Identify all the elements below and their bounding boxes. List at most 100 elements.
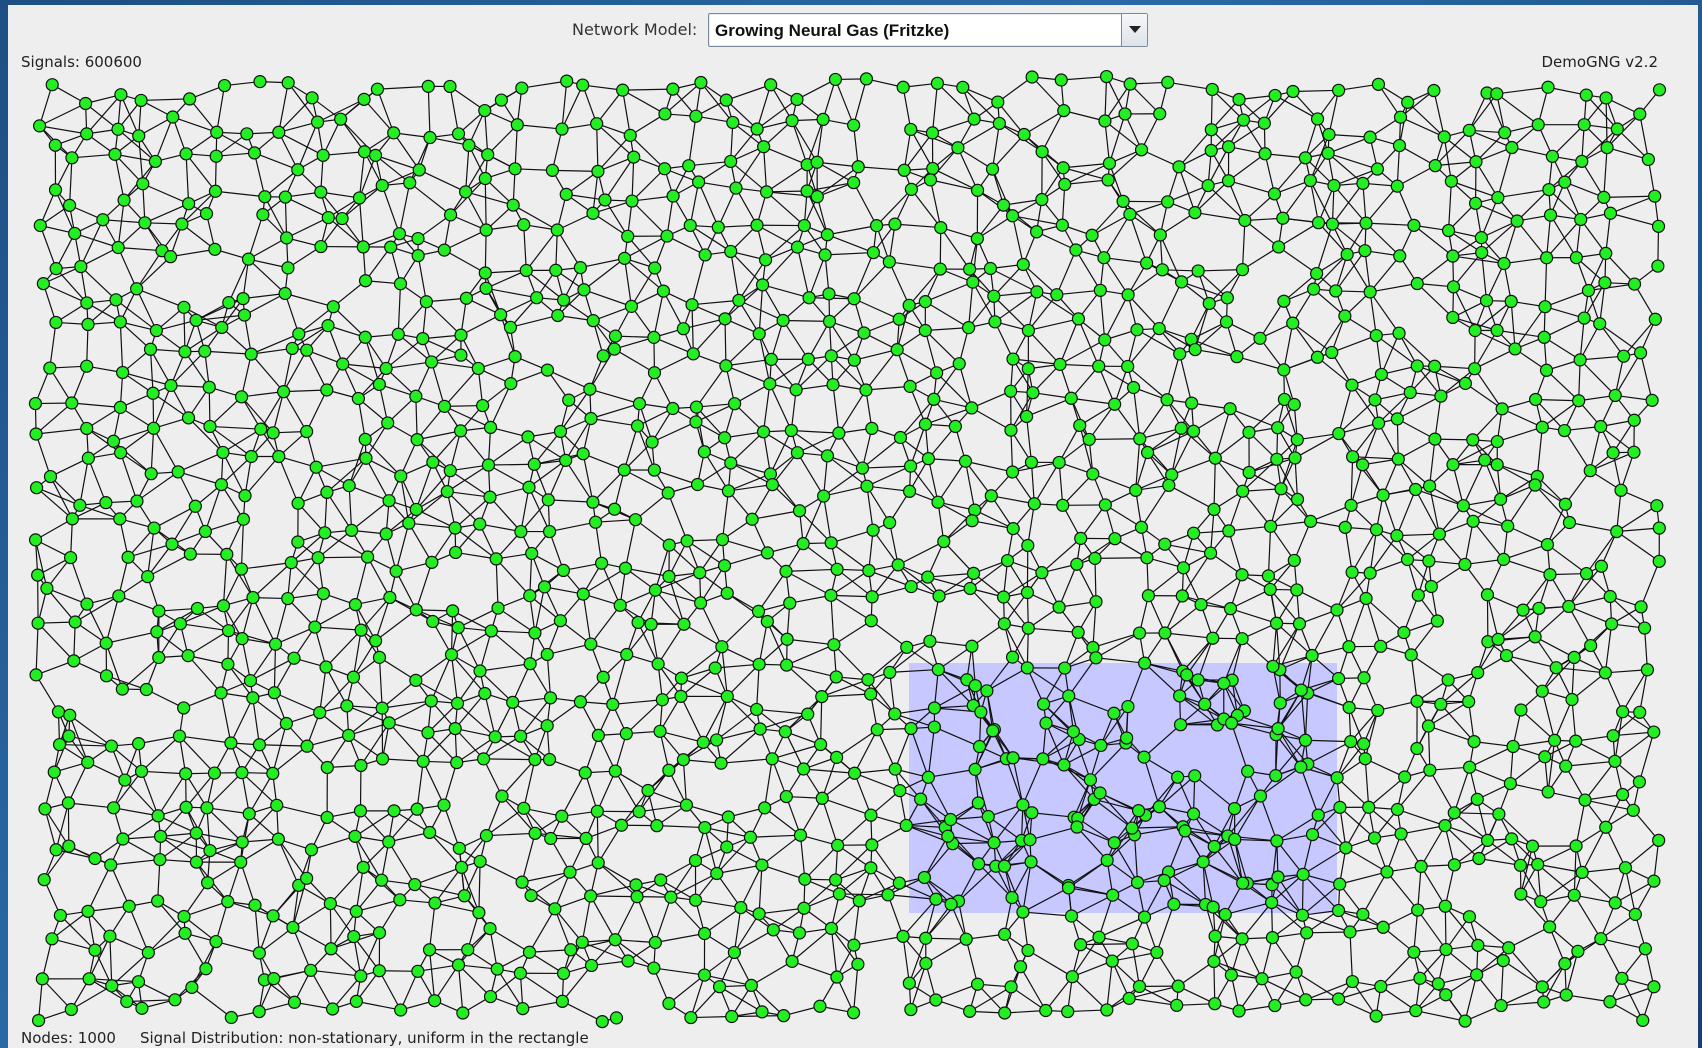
network-edge (514, 124, 518, 169)
network-node (426, 455, 440, 469)
network-edge (377, 85, 429, 90)
network-edge (1167, 81, 1213, 91)
network-edge (1613, 731, 1654, 737)
network-edge (1248, 457, 1296, 474)
network-node (1158, 537, 1172, 551)
network-edge (153, 505, 196, 529)
network-edge (1462, 459, 1486, 506)
network-node (481, 148, 495, 162)
network-edge (363, 98, 395, 134)
network-node (1277, 363, 1291, 377)
network-node (1480, 588, 1495, 602)
network-node (199, 207, 214, 221)
network-edge (653, 290, 665, 338)
network-edge (1344, 527, 1353, 573)
network-node (530, 291, 544, 305)
network-edge (720, 758, 773, 764)
network-canvas[interactable] (8, 5, 1698, 1048)
network-node (1545, 149, 1560, 163)
network-edge (460, 430, 489, 466)
network-node (216, 445, 230, 460)
network-edge (1316, 315, 1346, 358)
network-node (624, 299, 639, 313)
network-edge (635, 519, 670, 546)
network-node (904, 579, 918, 594)
network-node (1021, 538, 1035, 553)
network-node (1428, 159, 1442, 173)
network-node (937, 534, 951, 549)
network-edge (1345, 847, 1388, 873)
network-edge (683, 623, 723, 648)
network-edge (716, 696, 728, 741)
network-edge (1092, 473, 1136, 491)
network-edge (1028, 627, 1079, 633)
network-edge (483, 758, 535, 761)
network-edge (528, 459, 567, 488)
network-edge (1261, 937, 1274, 979)
network-node (1194, 597, 1208, 612)
network-edge (1540, 871, 1583, 903)
network-node (281, 76, 295, 90)
network-edge (260, 391, 285, 430)
network-edge (1543, 963, 1566, 1003)
network-node (31, 568, 45, 582)
network-node (1542, 182, 1556, 197)
network-node (698, 248, 712, 262)
network-edge (635, 492, 669, 521)
network-edge (195, 298, 244, 321)
network-edge (122, 815, 159, 840)
network-node (446, 604, 460, 618)
network-edge (549, 521, 596, 533)
network-edge (1586, 531, 1618, 574)
network-edge (889, 672, 896, 715)
network-edge (596, 770, 616, 812)
network-node (890, 343, 904, 357)
network-edge (807, 321, 831, 360)
network-edge (272, 391, 285, 433)
network-edge (830, 355, 867, 391)
network-edge (1516, 220, 1548, 259)
network-edge (416, 405, 445, 441)
network-node (1392, 326, 1406, 340)
network-edge (924, 330, 938, 373)
network-edge (1156, 904, 1175, 953)
network-node (368, 148, 383, 162)
network-edge (59, 743, 112, 747)
network-edge (523, 807, 552, 839)
network-node (583, 382, 597, 396)
network-edge (258, 926, 294, 954)
network-node (508, 162, 522, 176)
network-node (150, 625, 164, 639)
network-edge (114, 153, 156, 163)
network-node (253, 75, 267, 89)
network-edge (759, 907, 805, 915)
network-edge (700, 82, 734, 123)
network-node (316, 586, 330, 601)
network-edge (993, 295, 1029, 331)
network-edge (1184, 830, 1228, 837)
network-edge (342, 363, 380, 385)
network-node (1223, 602, 1238, 616)
network-edge (659, 696, 682, 732)
network-edge (1294, 457, 1299, 500)
network-edge (790, 389, 797, 431)
network-node (1390, 179, 1404, 193)
network-node (718, 312, 732, 326)
network-edge (934, 726, 980, 748)
network-node (113, 446, 128, 460)
network-edge (1045, 976, 1073, 1011)
network-edge (1317, 777, 1338, 816)
network-edge (1077, 318, 1100, 367)
network-edge (264, 196, 288, 239)
network-edge (1186, 637, 1214, 676)
network-node (352, 191, 367, 205)
network-edge (716, 864, 763, 875)
network-edge (556, 229, 581, 268)
network-edge (894, 728, 912, 770)
network-edge (1365, 598, 1382, 647)
network-edge (1313, 288, 1346, 317)
network-edge (479, 670, 514, 703)
network-node (951, 141, 965, 155)
network-node (1652, 554, 1666, 568)
network-edge (342, 363, 387, 370)
